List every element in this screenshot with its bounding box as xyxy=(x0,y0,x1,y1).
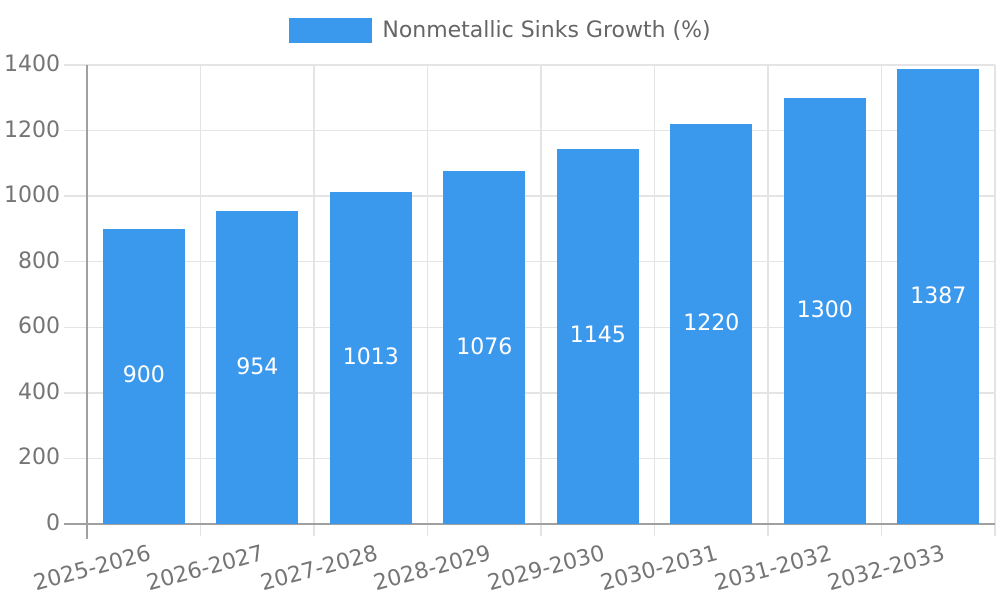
legend-swatch xyxy=(289,18,373,43)
h-gridline xyxy=(64,326,995,329)
x-axis-line xyxy=(64,523,995,525)
legend-label: Nonmetallic Sinks Growth (%) xyxy=(382,18,711,43)
y-axis-line xyxy=(86,65,88,539)
v-gridline xyxy=(994,65,996,536)
bar[interactable] xyxy=(443,171,526,524)
v-gridline xyxy=(653,65,656,536)
v-gridline xyxy=(540,65,542,536)
bar[interactable] xyxy=(783,97,866,524)
bar[interactable] xyxy=(556,148,639,524)
y-axis-tick-label: 0 xyxy=(46,511,60,536)
v-gridline xyxy=(426,65,429,536)
x-axis-tick-label: 2029-2030 xyxy=(484,541,608,597)
y-axis-tick-label: 400 xyxy=(18,379,60,405)
bar[interactable] xyxy=(216,211,299,524)
x-axis-tick-label: 2028-2029 xyxy=(371,541,494,597)
h-gridline xyxy=(64,392,995,394)
x-axis-tick-label: 2025-2026 xyxy=(30,541,154,597)
chart-legend[interactable]: Nonmetallic Sinks Growth (%) xyxy=(0,18,1000,43)
y-axis-tick-label: 200 xyxy=(18,445,60,471)
x-axis-tick-label: 2026-2027 xyxy=(144,541,267,597)
bar[interactable] xyxy=(102,228,185,524)
h-gridline xyxy=(64,129,995,132)
y-axis-tick-label: 1400 xyxy=(4,52,60,77)
bar[interactable] xyxy=(897,69,980,524)
x-axis-tick-label: 2031-2032 xyxy=(711,541,835,597)
y-axis-tick-label: 800 xyxy=(18,248,60,274)
v-gridline xyxy=(880,65,883,536)
v-gridline xyxy=(767,65,769,536)
h-gridline xyxy=(64,457,995,460)
bar[interactable] xyxy=(670,124,753,524)
x-axis-tick-label: 2032-2033 xyxy=(825,541,948,597)
x-axis-tick-label: 2027-2028 xyxy=(257,541,381,597)
y-axis-tick-label: 1200 xyxy=(4,117,60,143)
h-gridline xyxy=(64,195,995,197)
h-gridline xyxy=(64,260,995,263)
y-axis-tick-label: 1000 xyxy=(4,183,60,209)
h-gridline xyxy=(64,64,995,66)
x-axis-tick-label: 2030-2031 xyxy=(598,541,721,597)
v-gridline xyxy=(199,65,202,536)
bar[interactable] xyxy=(329,191,412,524)
y-axis-tick-label: 600 xyxy=(18,314,60,340)
v-gridline xyxy=(313,65,315,536)
